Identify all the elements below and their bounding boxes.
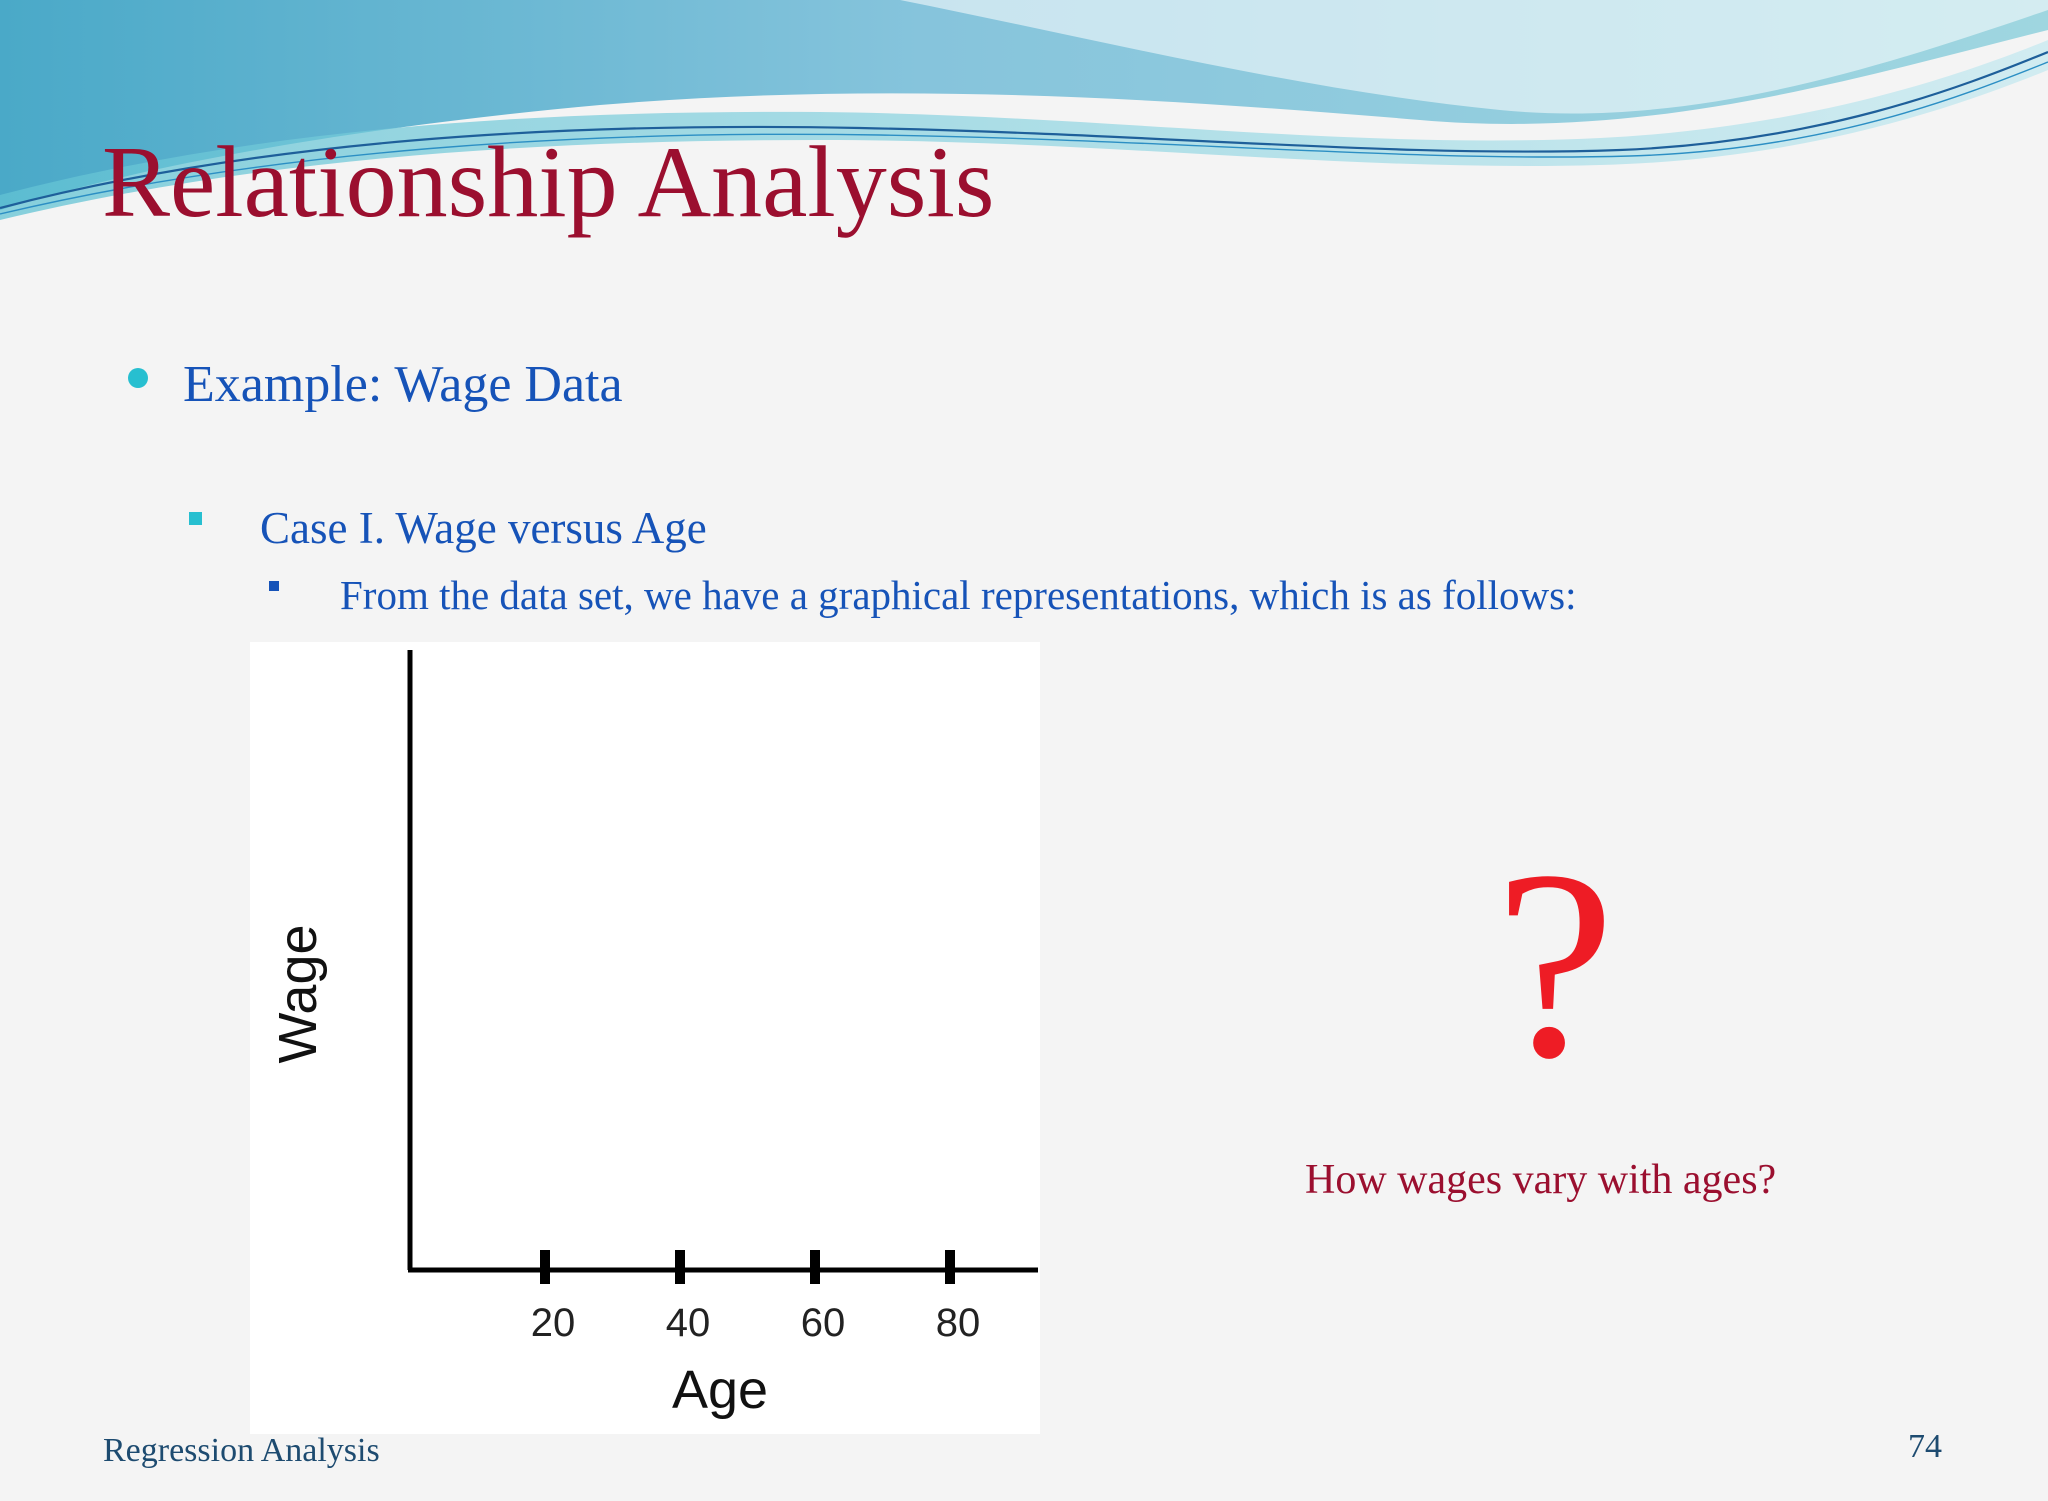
scatter-chart: 5010020030020406080AgeWage bbox=[250, 642, 1040, 1434]
wage-age-scatter-plot: 5010020030020406080AgeWage bbox=[250, 642, 1040, 1434]
bullet-circle-icon bbox=[128, 368, 148, 388]
x-axis-label: Age bbox=[672, 1360, 768, 1420]
y-axis-label: Wage bbox=[268, 924, 328, 1063]
bullet-small-square-icon bbox=[269, 581, 279, 591]
question-mark-symbol: ? bbox=[1495, 815, 1615, 1114]
slide-title: Relationship Analysis bbox=[102, 126, 995, 239]
question-text: How wages vary with ages? bbox=[1305, 1157, 1777, 1203]
x-tick-label: 60 bbox=[801, 1301, 846, 1345]
x-tick-label: 80 bbox=[936, 1301, 981, 1345]
page-number: 74 bbox=[1908, 1428, 1942, 1465]
bullet-square-icon bbox=[189, 512, 202, 525]
footer-title: Regression Analysis bbox=[103, 1432, 380, 1469]
x-tick-label: 40 bbox=[666, 1301, 711, 1345]
bullet-level2-text: Case I. Wage versus Age bbox=[260, 503, 707, 553]
header-wave-decoration bbox=[0, 0, 2048, 220]
bullet-level1-text: Example: Wage Data bbox=[183, 356, 623, 413]
bullet-level3-text: From the data set, we have a graphical r… bbox=[340, 572, 1577, 618]
x-tick-label: 20 bbox=[531, 1301, 576, 1345]
